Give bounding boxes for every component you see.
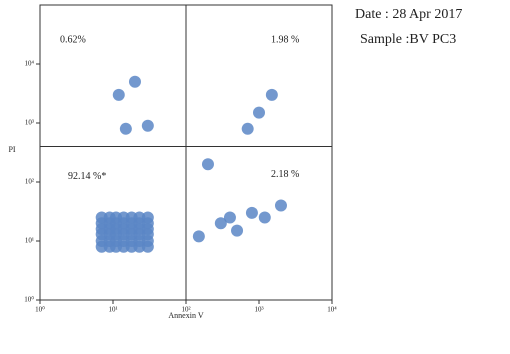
point: [201, 158, 214, 171]
y-tick-label: 10⁴: [25, 60, 35, 68]
point: [141, 211, 154, 224]
point: [245, 206, 258, 219]
y-tick-label: 10²: [25, 178, 34, 186]
point: [133, 211, 146, 224]
x-tick-label: 10³: [254, 306, 263, 314]
point: [223, 211, 236, 224]
point: [241, 122, 254, 135]
quadrant-label: 1.98 %: [271, 34, 299, 45]
x-tick-label: 10²: [181, 306, 190, 314]
point: [192, 230, 205, 243]
point: [214, 217, 227, 230]
y-axis-label: PI: [8, 145, 15, 154]
quadrant-label: 0.62%: [60, 34, 86, 45]
point: [112, 88, 125, 101]
quadrant-label: 92.14 %*: [68, 171, 106, 182]
y-tick-label: 10³: [25, 119, 34, 127]
point: [265, 88, 278, 101]
point: [128, 75, 141, 88]
point: [253, 106, 265, 119]
x-tick-label: 10⁴: [327, 306, 337, 314]
x-tick-label: 10¹: [108, 306, 117, 314]
y-tick-label: 10¹: [25, 237, 34, 245]
point: [231, 224, 244, 237]
x-tick-label: 10⁰: [35, 306, 45, 314]
point: [119, 122, 132, 135]
x-axis-label: Annexin V: [168, 311, 203, 320]
point: [141, 119, 154, 132]
sample: Sample :BV PC3: [360, 32, 456, 47]
point: [258, 211, 271, 224]
quadrant-label: 2.18 %: [271, 169, 299, 180]
y-tick-label: 10⁰: [24, 296, 34, 304]
point: [274, 199, 287, 212]
date: Date : 28 Apr 2017: [355, 7, 462, 22]
